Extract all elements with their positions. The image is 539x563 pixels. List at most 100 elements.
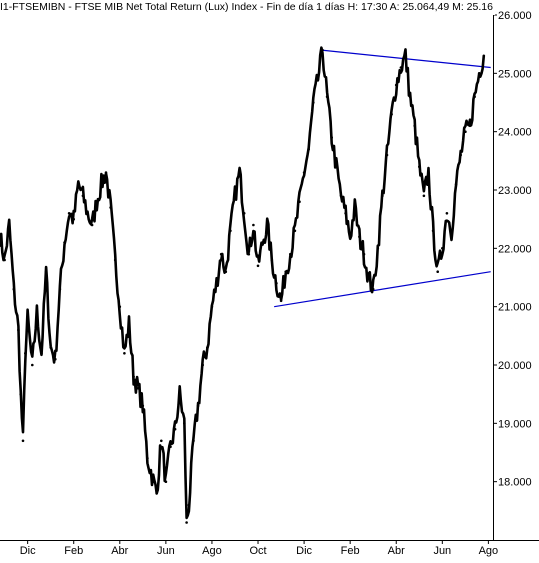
- price-point: [201, 363, 204, 367]
- price-point: [104, 171, 108, 174]
- price-point: [215, 282, 218, 285]
- price-point: [183, 422, 186, 425]
- price-point: [279, 299, 283, 303]
- price-point: [169, 445, 172, 449]
- price-point: [17, 328, 20, 332]
- price-point: [31, 363, 34, 367]
- price-point: [459, 153, 463, 157]
- price-point: [312, 101, 315, 104]
- price-point: [7, 223, 11, 227]
- price-point: [210, 305, 214, 309]
- x-tick-label: Abr: [388, 545, 405, 557]
- price-point: [192, 439, 195, 443]
- price-point: [335, 165, 338, 168]
- price-point: [26, 317, 29, 320]
- price-point: [289, 252, 292, 256]
- price-point: [242, 212, 246, 215]
- price-point: [155, 492, 158, 495]
- price-point: [206, 346, 209, 349]
- price-point: [385, 153, 389, 157]
- price-point: [325, 95, 329, 98]
- price-point: [404, 54, 407, 58]
- price-point: [77, 182, 80, 186]
- price-point: [49, 346, 52, 349]
- x-tick-label: Dic: [20, 545, 36, 557]
- price-point: [261, 241, 264, 244]
- price-series-layer: [0, 46, 486, 524]
- y-tick-label: 24.000: [498, 127, 532, 139]
- price-point: [321, 48, 324, 52]
- price-point: [252, 223, 255, 227]
- price-point: [123, 352, 126, 355]
- y-tick-label: 19.000: [498, 418, 532, 430]
- price-point: [316, 77, 320, 81]
- price-point: [418, 165, 421, 168]
- price-point: [90, 223, 94, 227]
- x-tick-label: Feb: [341, 545, 360, 557]
- price-point: [58, 287, 62, 291]
- price-point: [293, 229, 297, 233]
- x-tick-label: Ago: [202, 545, 222, 557]
- trendline: [274, 271, 491, 308]
- price-point: [12, 287, 16, 291]
- price-point: [408, 95, 412, 98]
- y-tick-label: 25.000: [498, 68, 532, 80]
- price-point: [473, 95, 476, 98]
- price-point: [0, 235, 2, 238]
- price-point: [238, 171, 241, 174]
- price-point: [81, 194, 85, 198]
- x-tick-label: Jun: [433, 545, 451, 557]
- price-point: [362, 252, 366, 256]
- price-point: [381, 194, 384, 198]
- price-point: [72, 217, 75, 221]
- price-point: [358, 235, 361, 238]
- price-point: [275, 282, 278, 285]
- price-point: [54, 357, 57, 361]
- y-tick-label: 21.000: [498, 302, 532, 314]
- y-tick-label: 20.000: [498, 360, 532, 372]
- price-point: [113, 258, 117, 262]
- y-tick-label: 22.000: [498, 243, 532, 255]
- price-point: [160, 439, 163, 443]
- y-tick-label: 26.000: [498, 10, 532, 22]
- price-point: [371, 287, 375, 291]
- price-point: [67, 212, 71, 215]
- price-point: [477, 72, 481, 75]
- price-point: [118, 305, 122, 309]
- price-point: [284, 270, 288, 274]
- price-point: [450, 229, 453, 233]
- price-point: [441, 247, 444, 250]
- price-point: [431, 229, 435, 233]
- price-point: [454, 182, 458, 186]
- price-point: [436, 270, 440, 274]
- price-point: [233, 194, 237, 198]
- price-point: [224, 270, 228, 274]
- price-point: [330, 136, 334, 139]
- x-tick-label: Feb: [64, 545, 83, 557]
- y-tick-label: 23.000: [498, 185, 532, 197]
- price-point: [270, 258, 274, 262]
- x-tick-label: Jun: [157, 545, 175, 557]
- price-point: [427, 171, 430, 174]
- price-point: [464, 130, 467, 133]
- price-point: [95, 200, 99, 203]
- price-point: [146, 457, 149, 460]
- price-point: [394, 83, 398, 87]
- price-point: [265, 223, 269, 227]
- price-point: [164, 480, 168, 484]
- price-point: [24, 352, 27, 355]
- price-point: [178, 392, 181, 396]
- price-point: [367, 276, 370, 279]
- price-point: [141, 404, 145, 408]
- price-point: [136, 387, 140, 390]
- x-tick-label: Abr: [111, 545, 128, 557]
- price-point: [339, 194, 343, 198]
- price-point: [298, 200, 301, 203]
- price-point: [132, 375, 135, 379]
- price-point: [390, 112, 393, 116]
- price-point: [247, 252, 251, 256]
- price-point: [3, 258, 6, 262]
- price-point: [422, 194, 426, 198]
